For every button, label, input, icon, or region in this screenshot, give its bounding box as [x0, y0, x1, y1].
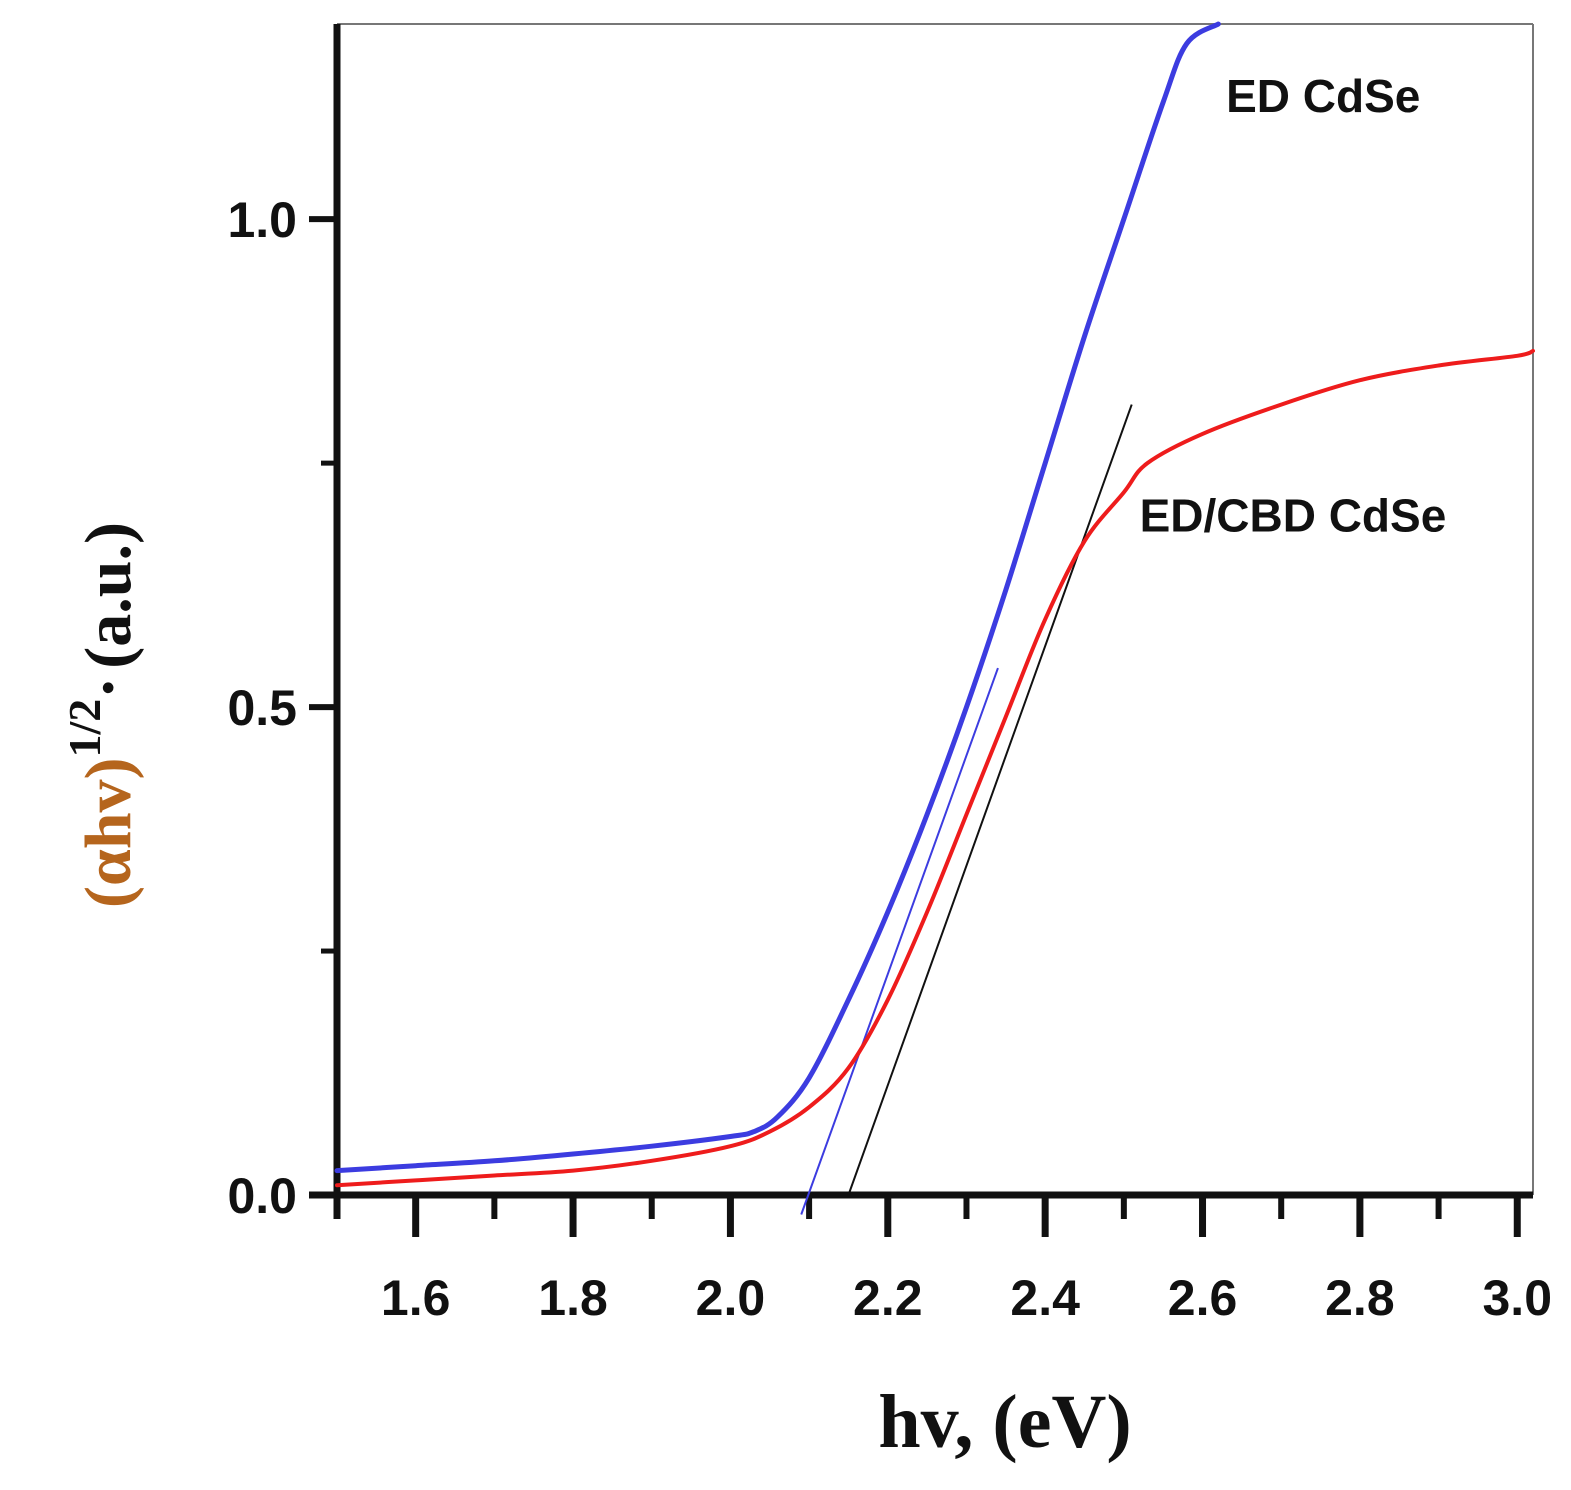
- x-axis-title: hv, (eV): [878, 1380, 1131, 1464]
- y-tick-label: 0.5: [227, 680, 297, 736]
- fit-line-ed-cdse: [800, 667, 999, 1215]
- x-tick-label: 2.0: [696, 1270, 766, 1326]
- y-axis-title: (αhv)1/2· (a.u.): [59, 522, 145, 908]
- x-tick-label: 2.6: [1168, 1270, 1238, 1326]
- fit-line-ed-cbd-cdse: [847, 404, 1133, 1196]
- series-line-ed-cdse: [334, 21, 1221, 1174]
- axis-ticks: [309, 216, 1521, 1237]
- series-label-ed-cbd-cdse: ED/CBD CdSe: [1140, 489, 1447, 541]
- series-label-ed-cdse: ED CdSe: [1226, 70, 1420, 122]
- x-tick-label: 1.6: [381, 1270, 451, 1326]
- x-tick-label: 3.0: [1483, 1270, 1553, 1326]
- y-axis-title-superscript: 1/2: [59, 699, 110, 758]
- x-tick-label: 1.8: [538, 1270, 608, 1326]
- y-axis-title-dot: ·: [72, 677, 145, 699]
- y-tick-label: 0.0: [227, 1168, 297, 1224]
- tick-labels: 1.6 1.8 2.0 2.2 2.4 2.6 2.8 3.0 0.0 0.5 1.0: [227, 192, 1552, 1326]
- y-tick-label: 1.0: [227, 192, 297, 248]
- series-line-ed-cbd-cdse: [335, 348, 1535, 1188]
- x-tick-label: 2.8: [1325, 1270, 1395, 1326]
- x-tick-label: 2.2: [853, 1270, 923, 1326]
- svg-text:(αhv)1/2·(a.u.): (αhv)1/2· (a.u.): [59, 522, 145, 908]
- y-axis-title-units: (a.u.): [72, 522, 145, 669]
- y-axis-title-main: (αhv): [72, 757, 145, 908]
- plot-frame: [309, 23, 1534, 1219]
- x-tick-label: 2.4: [1010, 1270, 1080, 1326]
- series-layer: [334, 21, 1535, 1215]
